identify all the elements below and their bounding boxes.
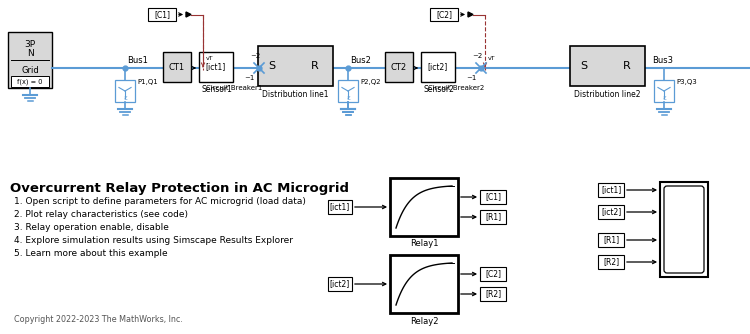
- Bar: [570, 46, 645, 86]
- Text: [ict2]: [ict2]: [330, 280, 350, 289]
- Text: Sensor2: Sensor2: [423, 85, 454, 94]
- Text: f(x) = 0: f(x) = 0: [17, 78, 43, 85]
- Text: 3P: 3P: [25, 39, 35, 48]
- Text: ~1: ~1: [244, 75, 254, 81]
- Bar: [258, 46, 333, 86]
- Bar: [328, 200, 352, 214]
- Bar: [199, 52, 233, 82]
- Text: ε: ε: [346, 95, 350, 101]
- Text: ε: ε: [123, 95, 127, 101]
- Text: N: N: [27, 48, 33, 57]
- Bar: [430, 8, 458, 21]
- Text: [C1]: [C1]: [154, 10, 170, 19]
- Text: Distribution line2: Distribution line2: [574, 90, 640, 99]
- Text: [ict1]: [ict1]: [330, 202, 350, 211]
- Text: [R1]: [R1]: [603, 235, 619, 244]
- Text: Grid: Grid: [21, 65, 39, 74]
- Bar: [115, 80, 135, 102]
- Bar: [480, 287, 506, 301]
- Text: Copyright 2022-2023 The MathWorks, Inc.: Copyright 2022-2023 The MathWorks, Inc.: [14, 315, 183, 324]
- Text: 2. Plot relay characteristics (see code): 2. Plot relay characteristics (see code): [14, 210, 188, 219]
- Text: Circuit Breaker1: Circuit Breaker1: [206, 85, 262, 91]
- Polygon shape: [186, 12, 191, 17]
- Bar: [328, 277, 352, 291]
- Text: [C2]: [C2]: [485, 270, 501, 279]
- Text: [ict1]: [ict1]: [601, 185, 621, 194]
- Bar: [390, 255, 458, 313]
- Bar: [11, 76, 49, 87]
- FancyBboxPatch shape: [664, 186, 704, 273]
- Bar: [598, 205, 624, 219]
- Text: ε: ε: [662, 95, 666, 101]
- Text: [R1]: [R1]: [485, 212, 501, 221]
- Bar: [390, 178, 458, 236]
- Bar: [480, 267, 506, 281]
- Text: P1,Q1: P1,Q1: [137, 79, 158, 85]
- Bar: [598, 255, 624, 269]
- Bar: [338, 80, 358, 102]
- Text: R: R: [311, 61, 319, 71]
- Text: Bus1: Bus1: [127, 55, 148, 64]
- Text: [R2]: [R2]: [485, 290, 501, 299]
- Text: Overcurrent Relay Protection in AC Microgrid: Overcurrent Relay Protection in AC Micro…: [10, 182, 349, 195]
- Bar: [598, 183, 624, 197]
- Text: Distribution line1: Distribution line1: [262, 90, 328, 99]
- Text: P3,Q3: P3,Q3: [676, 79, 697, 85]
- Text: 5. Learn more about this example: 5. Learn more about this example: [14, 249, 168, 258]
- Bar: [148, 8, 176, 21]
- Bar: [660, 182, 708, 277]
- Text: vT: vT: [488, 55, 496, 60]
- Text: ~1: ~1: [466, 75, 476, 81]
- Text: Relay2: Relay2: [410, 317, 438, 326]
- Text: [R2]: [R2]: [603, 258, 619, 267]
- Text: Circuit Breaker2: Circuit Breaker2: [427, 85, 484, 91]
- Bar: [598, 233, 624, 247]
- Text: [ict2]: [ict2]: [427, 62, 448, 71]
- Bar: [654, 80, 674, 102]
- Text: R: R: [623, 61, 631, 71]
- Bar: [8, 32, 52, 88]
- Text: [C2]: [C2]: [436, 10, 452, 19]
- Text: Bus2: Bus2: [350, 55, 370, 64]
- Text: Bus3: Bus3: [652, 55, 673, 64]
- Text: [ict1]: [ict1]: [206, 62, 226, 71]
- Text: S: S: [580, 61, 587, 71]
- Bar: [163, 52, 191, 82]
- Bar: [421, 52, 455, 82]
- Text: [ict2]: [ict2]: [601, 207, 621, 216]
- Text: ~2: ~2: [250, 53, 260, 59]
- Text: P2,Q2: P2,Q2: [360, 79, 380, 85]
- Polygon shape: [468, 12, 473, 17]
- Text: CT2: CT2: [391, 62, 407, 71]
- Text: 3. Relay operation enable, disable: 3. Relay operation enable, disable: [14, 223, 169, 232]
- Bar: [480, 190, 506, 204]
- Bar: [480, 210, 506, 224]
- Text: 1. Open script to define parameters for AC microgrid (load data): 1. Open script to define parameters for …: [14, 197, 306, 206]
- Text: Sensor1: Sensor1: [201, 85, 232, 94]
- Text: Relay1: Relay1: [410, 239, 438, 248]
- Text: 4. Explore simulation results using Simscape Results Explorer: 4. Explore simulation results using Sims…: [14, 236, 293, 245]
- Text: vT: vT: [206, 55, 214, 60]
- Bar: [385, 52, 413, 82]
- Text: [C1]: [C1]: [485, 192, 501, 201]
- Text: ~2: ~2: [472, 53, 482, 59]
- Text: CT1: CT1: [169, 62, 185, 71]
- Text: S: S: [268, 61, 275, 71]
